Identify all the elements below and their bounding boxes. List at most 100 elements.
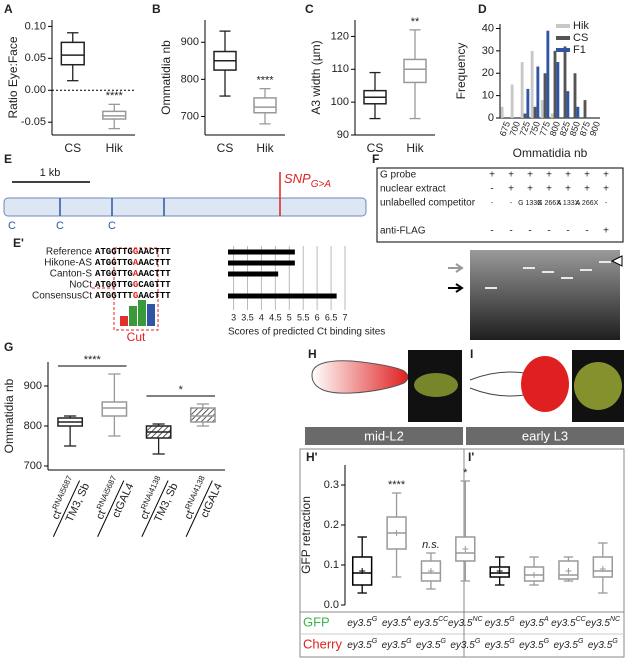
- arrowhead: [610, 255, 623, 267]
- row-label: G probe: [380, 170, 417, 181]
- row-label: nuclear extract: [380, 184, 446, 195]
- box: [189, 407, 216, 423]
- genotype: ey3.5A: [382, 616, 411, 629]
- panel-label: E: [4, 152, 12, 166]
- sequence-name: NoCt: [69, 280, 92, 291]
- legend-label: CS: [573, 32, 588, 44]
- lane-value: +: [584, 184, 590, 195]
- logo: [120, 316, 128, 326]
- x-axis-label: Scores of predicted Ct binding sites: [228, 327, 385, 338]
- bar: [566, 91, 570, 118]
- x-tick-label: 875: [578, 120, 593, 138]
- genotype-base: ey3.5: [551, 618, 576, 629]
- significance: ****: [388, 479, 406, 491]
- row-label: anti-FLAG: [380, 226, 426, 237]
- genotype-base: ey3.5: [416, 640, 441, 651]
- cut-box: [113, 247, 159, 331]
- y-axis-label: GFP retraction: [299, 496, 313, 574]
- y-tick-label: 20: [482, 67, 494, 79]
- x-tick-label: 850: [568, 120, 583, 138]
- bar: [573, 73, 577, 118]
- genotype-sup: CC: [438, 616, 449, 623]
- legend-swatch: [556, 24, 570, 28]
- genotype: ey3.5G: [450, 638, 480, 651]
- box: [403, 58, 427, 84]
- y-axis-label: Ommatidia nb: [2, 378, 16, 453]
- lane-value: +: [603, 226, 609, 237]
- genotype-sup: G: [372, 638, 378, 645]
- bar: [536, 66, 540, 118]
- x-tick-label: 750: [528, 120, 543, 138]
- micrograph-disc: [414, 373, 458, 397]
- y-tick-label: 700: [24, 460, 42, 472]
- legend-label: F1: [573, 44, 586, 56]
- genotype-sup: G: [612, 638, 618, 645]
- significance: *: [463, 467, 468, 479]
- bar: [526, 88, 530, 118]
- sequence: ATGGTTGAAACTTT: [95, 258, 171, 268]
- sequence-name: Canton-S: [50, 269, 93, 280]
- lane-value: +: [603, 184, 609, 195]
- genotype: ey3.5G: [485, 616, 515, 629]
- row-label: unlabelled competitor: [380, 198, 476, 209]
- genotype: ey3.5NC: [586, 616, 622, 629]
- arrow: [448, 263, 464, 273]
- snp-label: SNPG>A: [284, 171, 331, 189]
- genotype-sup: CC: [576, 616, 587, 623]
- logo: [138, 300, 146, 326]
- x-tick-label: CS: [64, 141, 81, 155]
- larva-drawing: [311, 360, 409, 394]
- genotype-base: ey3.5: [448, 618, 473, 629]
- panel-label: I': [468, 450, 474, 464]
- lane-value: +: [565, 184, 571, 195]
- arrow: [448, 283, 464, 293]
- bar: [546, 30, 550, 118]
- lane-value: -: [490, 226, 493, 237]
- logo: [129, 306, 137, 326]
- genotype: ey3.5CC: [414, 616, 450, 629]
- y-tick-label: 0.05: [25, 52, 46, 64]
- x-tick-label: 6.5: [325, 312, 338, 322]
- lane-value: +: [489, 170, 495, 181]
- genotype-sup: G: [440, 638, 446, 645]
- snp-sub: G>A: [311, 179, 332, 190]
- fraction-bar: [97, 480, 125, 537]
- sequence: ATGGTTGGCAGTTT: [95, 280, 171, 290]
- micrograph-disc: [574, 362, 622, 410]
- bar: [500, 106, 504, 118]
- x-tick-label: 775: [538, 120, 553, 138]
- genotype-sup: NC: [472, 616, 483, 623]
- y-axis-label: Ommatidia nb: [159, 40, 173, 115]
- logo: [147, 304, 155, 326]
- y-tick-label: 40: [482, 22, 494, 34]
- panel-label: C: [305, 2, 314, 16]
- genotype: ey3.5G: [588, 638, 618, 651]
- bar: [530, 50, 534, 118]
- x-tick-label: 825: [558, 120, 573, 138]
- sequence-name: ConsensusCt: [32, 291, 92, 302]
- stage-bar: [305, 427, 463, 445]
- y-tick-label: 900: [24, 380, 42, 392]
- panel-label: D: [478, 2, 487, 16]
- site-label: C: [108, 220, 116, 232]
- bar: [563, 46, 567, 118]
- sequence-name: Hikone-AS: [44, 258, 92, 269]
- y-tick-label: 900: [181, 36, 199, 48]
- y-tick-label: 100: [331, 96, 349, 108]
- panel-frame: [299, 448, 625, 658]
- sequence-name: Reference: [46, 247, 93, 258]
- x-tick-label: 700: [508, 120, 523, 138]
- lane-value: +: [565, 170, 571, 181]
- cut-label: Cut: [127, 330, 146, 344]
- genotype-sup: G: [475, 638, 481, 645]
- genotype-base: ey3.5: [519, 618, 544, 629]
- genotype: ey3.5G: [519, 638, 549, 651]
- bar: [556, 62, 560, 118]
- lane-value: +: [584, 170, 590, 181]
- y-axis-label: A3 width (µm): [309, 40, 323, 114]
- panel-label: A: [4, 2, 13, 16]
- mean: [393, 530, 400, 536]
- y-tick-label: 800: [24, 420, 42, 432]
